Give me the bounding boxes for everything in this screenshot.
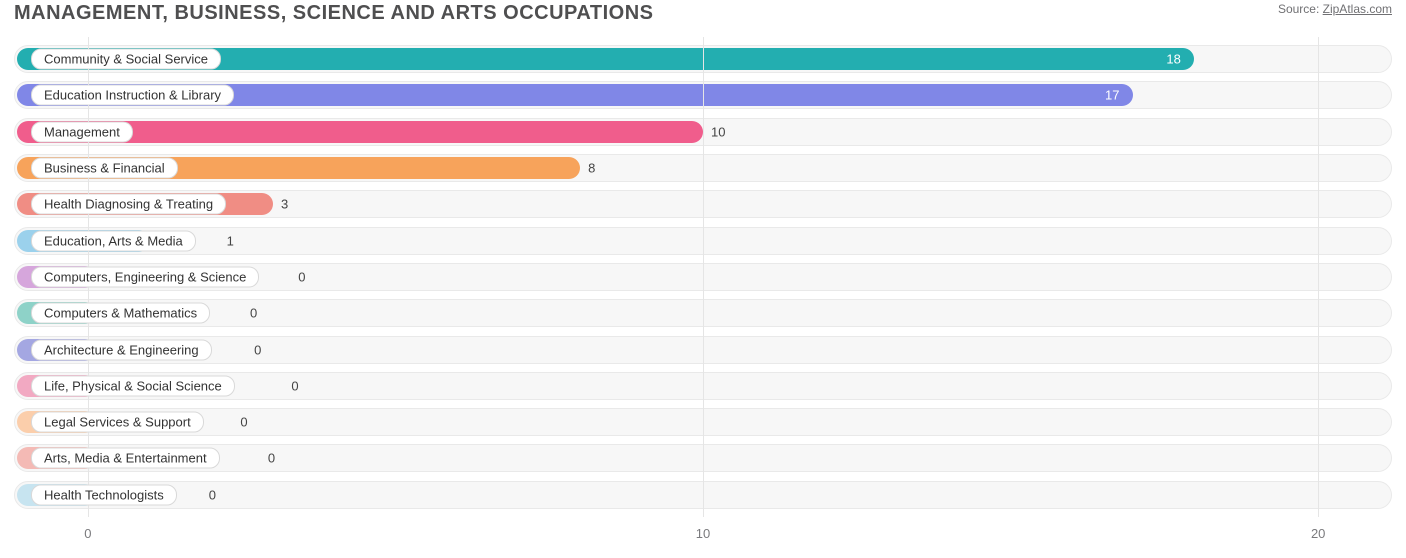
chart-area: Community & Social Service18Education In…	[14, 37, 1392, 545]
bar-value-label: 0	[250, 306, 257, 321]
bar-value-label: 3	[281, 197, 288, 212]
x-axis: 0 10 20	[14, 521, 1392, 545]
bar-label-pill: Life, Physical & Social Science	[31, 375, 235, 396]
plot-area: Community & Social Service18Education In…	[14, 37, 1392, 517]
bar-value-label: 8	[588, 161, 595, 176]
bar-label-pill: Education, Arts & Media	[31, 230, 196, 251]
bar-value-label: 1	[227, 233, 234, 248]
bar-label-pill: Architecture & Engineering	[31, 339, 212, 360]
chart-title: MANAGEMENT, BUSINESS, SCIENCE AND ARTS O…	[14, 2, 653, 25]
bar-value-label: 0	[291, 378, 298, 393]
bar-value-label: 0	[209, 487, 216, 502]
source-attribution: Source: ZipAtlas.com	[1278, 2, 1392, 16]
bar-label-pill: Arts, Media & Entertainment	[31, 448, 220, 469]
bar-label-pill: Health Technologists	[31, 484, 177, 505]
bar-value-label: 18	[1166, 52, 1180, 67]
x-axis-tick: 20	[1311, 526, 1325, 541]
bar-label-pill: Computers, Engineering & Science	[31, 266, 259, 287]
bar-value-label: 0	[254, 342, 261, 357]
bar-value-label: 10	[711, 124, 725, 139]
gridline	[1318, 37, 1319, 517]
bar-value-label: 0	[298, 269, 305, 284]
bar-label-pill: Education Instruction & Library	[31, 85, 234, 106]
bar-label-pill: Management	[31, 121, 133, 142]
bar-value-label: 0	[268, 451, 275, 466]
x-axis-tick: 0	[84, 526, 91, 541]
bar-label-pill: Business & Financial	[31, 158, 178, 179]
bar-value-label: 0	[240, 415, 247, 430]
bar-label-pill: Health Diagnosing & Treating	[31, 194, 226, 215]
bar-label-pill: Legal Services & Support	[31, 412, 204, 433]
source-prefix: Source:	[1278, 2, 1323, 16]
gridline	[703, 37, 704, 517]
source-link[interactable]: ZipAtlas.com	[1323, 2, 1392, 16]
bar-label-pill: Community & Social Service	[31, 49, 221, 70]
bar-label-pill: Computers & Mathematics	[31, 303, 210, 324]
chart-header: MANAGEMENT, BUSINESS, SCIENCE AND ARTS O…	[0, 0, 1406, 25]
x-axis-tick: 10	[696, 526, 710, 541]
bar-value-label: 17	[1105, 88, 1119, 103]
